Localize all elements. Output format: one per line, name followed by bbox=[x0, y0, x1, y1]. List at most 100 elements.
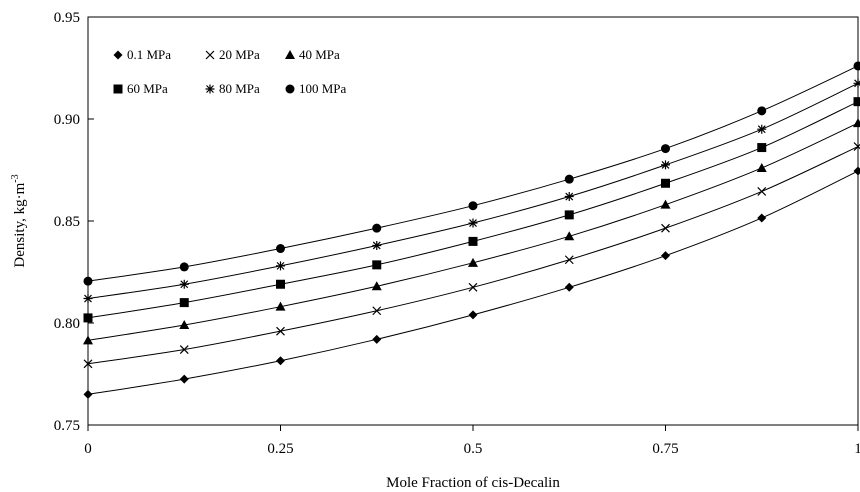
y-tick-label: 0.75 bbox=[54, 418, 80, 434]
data-point bbox=[179, 279, 189, 289]
data-point bbox=[83, 359, 93, 369]
data-point bbox=[853, 142, 860, 151]
series-points-3 bbox=[83, 118, 860, 345]
series-curves bbox=[87, 65, 859, 395]
data-point bbox=[83, 294, 93, 304]
x-tick-label: 0 bbox=[84, 441, 92, 457]
data-point bbox=[661, 144, 670, 154]
data-point bbox=[276, 326, 285, 336]
data-point bbox=[564, 192, 574, 202]
data-point bbox=[660, 199, 671, 209]
data-point bbox=[757, 186, 767, 196]
legend-label: 80 MPa bbox=[219, 81, 260, 96]
data-point bbox=[179, 262, 189, 272]
data-point bbox=[661, 160, 670, 170]
data-point bbox=[468, 201, 478, 211]
y-axis-title-superscript: -3 bbox=[10, 174, 21, 182]
data-point bbox=[372, 260, 382, 270]
legend-item: 60 MPa bbox=[113, 81, 168, 96]
series-line-3 bbox=[87, 122, 859, 341]
data-point bbox=[757, 124, 767, 134]
series-points-6 bbox=[83, 61, 860, 286]
data-point bbox=[179, 320, 190, 330]
data-point bbox=[276, 356, 285, 366]
data-point bbox=[468, 236, 478, 246]
data-point bbox=[661, 178, 670, 188]
data-point bbox=[661, 251, 670, 261]
y-tick-label: 0.95 bbox=[54, 10, 80, 26]
data-point bbox=[371, 281, 382, 291]
data-point bbox=[468, 282, 478, 292]
data-point bbox=[372, 306, 382, 316]
data-point bbox=[275, 301, 286, 311]
series-points-2 bbox=[83, 142, 860, 369]
legend-item: 100 MPa bbox=[285, 81, 347, 96]
legend-marker bbox=[113, 50, 123, 60]
series-line-5 bbox=[87, 82, 859, 300]
data-point bbox=[372, 223, 382, 233]
data-point bbox=[757, 106, 767, 116]
data-point bbox=[564, 210, 574, 220]
data-point bbox=[179, 298, 189, 308]
data-point bbox=[564, 282, 574, 292]
x-axis: 0 0.25 0.5 0.75 1 bbox=[84, 425, 860, 457]
legend-label: 40 MPa bbox=[299, 47, 340, 62]
legend-marker bbox=[113, 84, 123, 94]
data-point bbox=[83, 389, 93, 399]
x-tick-label: 0.75 bbox=[652, 441, 678, 457]
data-point bbox=[757, 143, 767, 153]
y-tick-label: 0.90 bbox=[54, 112, 80, 128]
data-point bbox=[661, 223, 670, 233]
y-tick-label: 0.85 bbox=[54, 214, 80, 230]
series-points-5 bbox=[83, 78, 860, 304]
data-point bbox=[564, 255, 574, 265]
series-points-4 bbox=[83, 97, 860, 323]
x-axis-title: Mole Fraction of cis-Decalin bbox=[386, 475, 560, 491]
legend-item: 0.1 MPa bbox=[113, 47, 171, 62]
data-point bbox=[853, 166, 860, 176]
data-point bbox=[757, 213, 767, 223]
data-point bbox=[83, 276, 93, 286]
legend-label: 100 MPa bbox=[299, 81, 347, 96]
y-axis: 0.75 0.80 0.85 0.90 0.95 bbox=[54, 10, 94, 434]
data-point bbox=[853, 97, 860, 107]
series-markers bbox=[83, 61, 860, 399]
data-point bbox=[276, 279, 285, 289]
data-point bbox=[372, 334, 382, 344]
data-point bbox=[276, 261, 285, 271]
series-line-4 bbox=[87, 101, 859, 319]
x-tick-label: 0.5 bbox=[464, 441, 483, 457]
legend-label: 0.1 MPa bbox=[127, 47, 171, 62]
y-axis-title-text: Density, kg·m bbox=[12, 182, 28, 267]
series-line-6 bbox=[87, 65, 859, 282]
data-point bbox=[179, 345, 189, 354]
data-point bbox=[564, 174, 574, 184]
legend-item: 80 MPa bbox=[205, 81, 260, 96]
data-point bbox=[853, 118, 860, 128]
data-point bbox=[853, 78, 860, 88]
legend-label: 20 MPa bbox=[219, 47, 260, 62]
data-point bbox=[853, 61, 860, 71]
data-point bbox=[83, 313, 93, 323]
data-point bbox=[564, 231, 575, 241]
x-tick-label: 0.25 bbox=[267, 441, 293, 457]
series-line-2 bbox=[87, 146, 859, 365]
legend-marker bbox=[205, 50, 215, 60]
legend-label: 60 MPa bbox=[127, 81, 168, 96]
x-tick-label: 1 bbox=[854, 441, 860, 457]
data-point bbox=[756, 162, 767, 172]
legend-marker bbox=[285, 50, 295, 59]
data-point bbox=[179, 374, 189, 384]
legend-item: 20 MPa bbox=[205, 47, 260, 62]
legend-marker bbox=[285, 84, 295, 94]
legend-item: 40 MPa bbox=[285, 47, 340, 62]
data-point bbox=[468, 310, 478, 320]
data-point bbox=[276, 244, 285, 254]
legend-marker bbox=[205, 84, 215, 94]
series-line-1 bbox=[87, 170, 859, 395]
y-tick-label: 0.80 bbox=[54, 316, 80, 332]
data-point bbox=[83, 335, 93, 345]
legend: 0.1 MPa 20 MPa 40 MPa 60 MPa 80 MPa 100 MPa bbox=[113, 47, 347, 96]
y-axis-title: Density, kg·m-3 bbox=[10, 174, 28, 267]
